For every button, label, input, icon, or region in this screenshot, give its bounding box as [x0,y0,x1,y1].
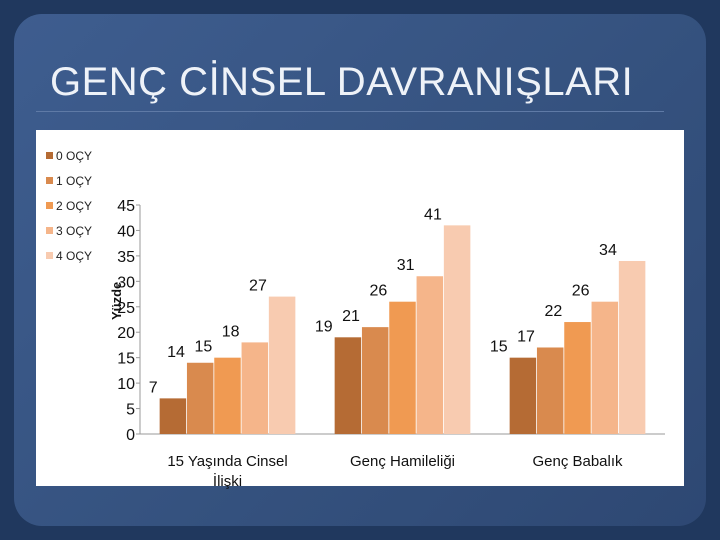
data-label: 21 [342,308,360,325]
bar [536,347,564,434]
legend-swatch-3 [46,227,53,235]
bar [186,362,214,434]
y-tick-label: 35 [117,249,135,266]
data-label: 7 [149,379,158,396]
y-tick-label: 30 [117,274,135,291]
data-label: 26 [369,283,387,300]
y-tick-label: 5 [126,402,135,419]
legend-label-4: 4 OÇY [56,248,93,263]
category-label: Genç Babalık [532,453,623,470]
bar [361,327,389,434]
bar [241,342,269,434]
legend-swatch-1 [46,177,53,185]
data-label: 15 [194,339,212,356]
data-label: 22 [544,303,562,320]
data-label: 14 [167,344,185,361]
y-axis-title: Yüzde [109,282,124,320]
data-label: 41 [424,206,442,223]
data-label: 34 [599,242,617,259]
data-label: 26 [572,283,590,300]
slide-title: GENÇ CİNSEL DAVRANIŞLARI [50,60,634,104]
legend-swatch-0 [46,152,53,160]
y-tick-label: 25 [117,300,135,317]
y-tick-label: 0 [126,427,135,444]
legend-item-3: 3 OÇY [46,223,92,239]
bar [443,225,471,434]
y-tick-label: 20 [117,325,135,342]
legend-label-0: 0 OÇY [56,148,93,163]
category-label: Genç Hamileliği [350,453,455,470]
legend-item-1: 1 OÇY [46,173,92,189]
bar [416,276,444,434]
bar [159,398,187,434]
data-label: 19 [315,318,333,335]
y-tick-label: 45 [117,198,135,215]
legend-label-3: 3 OÇY [56,223,93,238]
bar [214,357,241,434]
title-divider [36,111,664,112]
bar [564,322,591,434]
legend-label-1: 1 OÇY [56,173,93,188]
y-tick-label: 40 [117,223,135,240]
legend-swatch-4 [46,252,53,260]
bar [618,260,646,434]
data-label: 27 [249,278,267,295]
y-tick-label: 15 [117,351,135,368]
y-tick-label: 10 [117,376,135,393]
bar [509,357,537,434]
bar [334,337,362,434]
legend-swatch-2 [46,202,53,210]
legend-item-2: 2 OÇY [46,198,92,214]
legend-label-2: 2 OÇY [56,198,93,213]
data-label: 18 [222,323,240,340]
bar [389,301,416,434]
category-label: İlişki [213,472,242,490]
legend-item-4: 4 OÇY [46,248,92,264]
data-label: 15 [490,339,508,356]
data-label: 31 [397,257,415,274]
bar [268,296,296,434]
legend-item-0: 0 OÇY [46,148,92,164]
bar [591,301,619,434]
data-label: 17 [517,328,535,345]
category-label: 15 Yaşında Cinsel [167,453,287,470]
